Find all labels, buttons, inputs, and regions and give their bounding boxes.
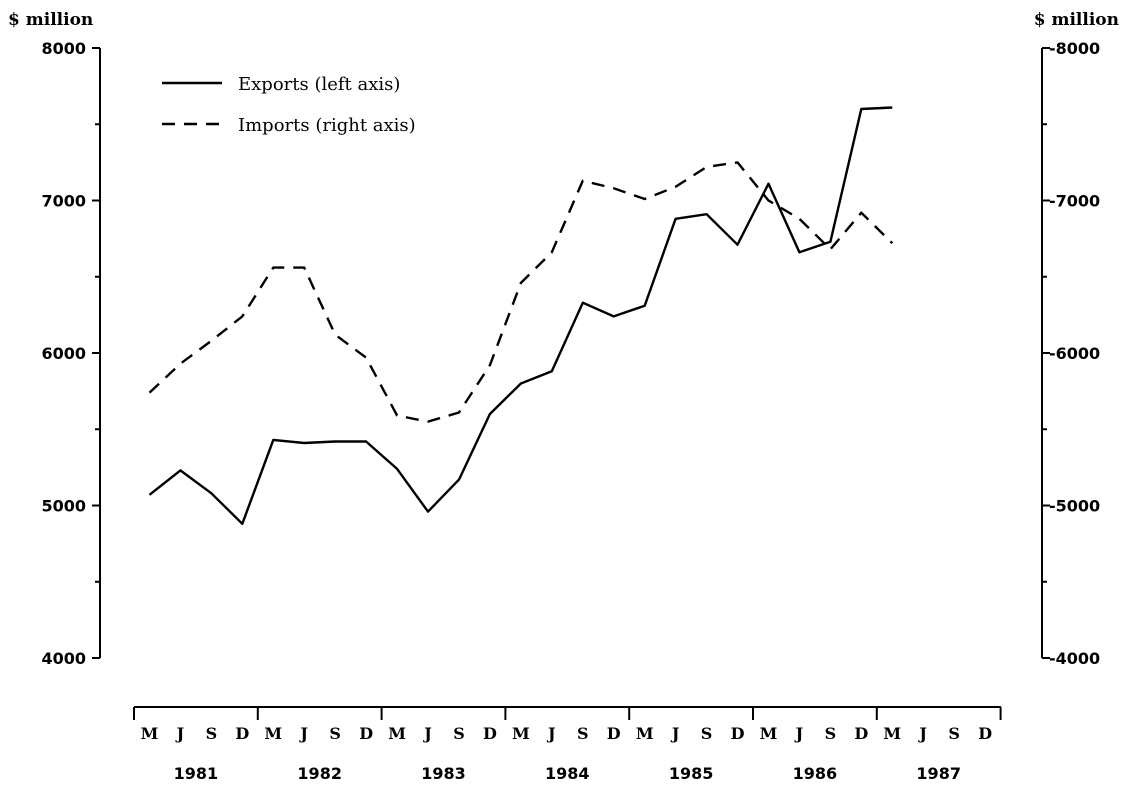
x-month-label: M [388, 724, 406, 743]
x-month-label: S [453, 724, 465, 743]
x-month-label: S [329, 724, 341, 743]
x-month-label: J [422, 724, 432, 743]
x-month-label: J [546, 724, 556, 743]
x-month-label: M [883, 724, 901, 743]
imports-series-line [148, 161, 894, 423]
x-year-label: 1986 [793, 764, 838, 783]
x-year-label: 1984 [545, 764, 590, 783]
x-month-label: S [206, 724, 218, 743]
x-month-label: S [948, 724, 960, 743]
legend: Exports (left axis) Imports (right axis) [162, 74, 416, 136]
x-month-label: J [794, 724, 804, 743]
x-month-label: D [978, 724, 992, 743]
x-month-label: J [917, 724, 927, 743]
x-year-label: 1981 [174, 764, 219, 783]
x-ticks [133, 707, 1002, 720]
right-y-tick-label: -5000 [1049, 497, 1100, 516]
right-axis-unit-label: $ million [1034, 10, 1119, 30]
left-y-tick-label: 6000 [41, 344, 86, 363]
x-month-label: D [483, 724, 497, 743]
x-month-label: D [607, 724, 621, 743]
x-month-label: D [359, 724, 373, 743]
left-y-tick-label: 4000 [41, 649, 86, 668]
legend-imports-label: Imports (right axis) [238, 115, 416, 136]
x-year-label: 1982 [297, 764, 342, 783]
x-month-label: D [854, 724, 868, 743]
right-y-tick-label: -4000 [1049, 649, 1100, 668]
x-month-label: M [760, 724, 778, 743]
x-month-label: J [670, 724, 680, 743]
x-month-label: S [825, 724, 837, 743]
x-year-labels: 1981 1982 1983 1984 1985 1986 1987 [174, 764, 961, 783]
x-month-label: D [731, 724, 745, 743]
right-y-tick-label: -7000 [1049, 192, 1100, 211]
x-year-label: 1983 [421, 764, 466, 783]
legend-exports-label: Exports (left axis) [238, 74, 400, 95]
right-y-tick-label: -6000 [1049, 344, 1100, 363]
left-y-tick-label: 7000 [41, 192, 86, 211]
x-month-label: J [298, 724, 308, 743]
x-year-label: 1987 [916, 764, 961, 783]
right-y-ticks: -4000 -5000 -6000 -7000 -8000 [1042, 39, 1100, 668]
x-month-label: J [175, 724, 185, 743]
x-month-label: M [141, 724, 159, 743]
exports-series-line [148, 106, 893, 525]
left-y-tick-label: 5000 [41, 497, 86, 516]
series-layer [148, 106, 894, 525]
left-y-ticks: 4000 5000 6000 7000 8000 [41, 39, 100, 668]
x-month-label: M [264, 724, 282, 743]
x-year-label: 1985 [669, 764, 714, 783]
x-month-label: S [701, 724, 713, 743]
right-y-tick-label: -8000 [1049, 39, 1100, 58]
x-month-label: M [636, 724, 654, 743]
x-month-label: S [577, 724, 589, 743]
left-axis-unit-label: $ million [8, 10, 93, 30]
x-month-label: D [235, 724, 249, 743]
x-month-label: M [512, 724, 530, 743]
left-y-tick-label: 8000 [41, 39, 86, 58]
